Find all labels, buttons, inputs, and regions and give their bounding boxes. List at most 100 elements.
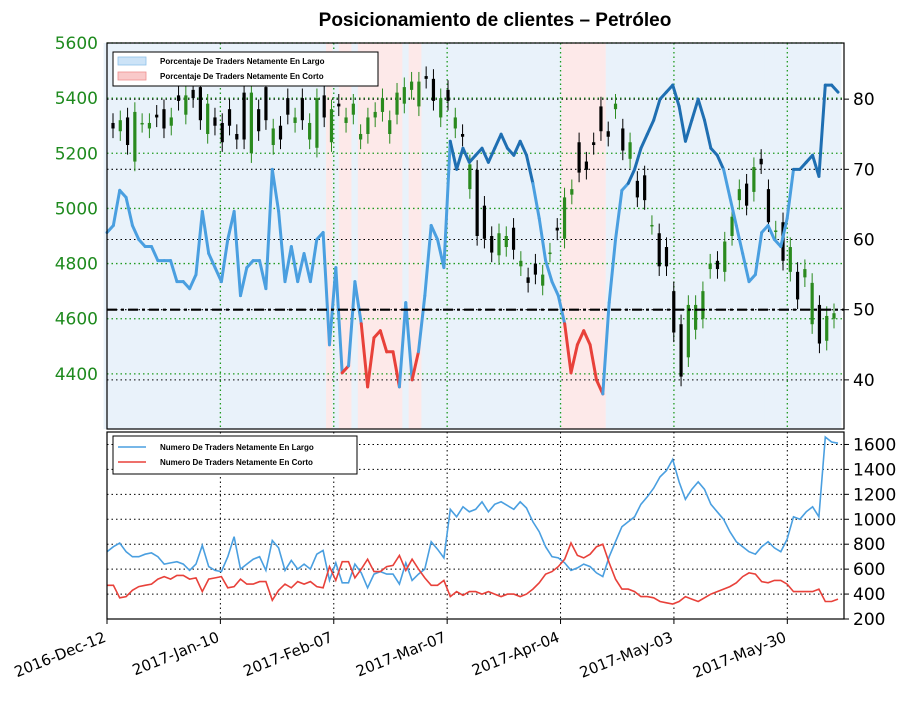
candle-body <box>402 87 406 104</box>
candle-body <box>395 92 399 115</box>
sentiment-bg-bar <box>516 43 524 429</box>
sentiment-bg-bar <box>713 43 721 429</box>
percent-long-segment <box>658 90 668 101</box>
sentiment-bg-bar <box>764 43 772 429</box>
percent-long-segment <box>696 97 707 122</box>
sentiment-bg-bar <box>357 43 365 429</box>
percent-long-segment <box>397 301 408 389</box>
percent-long-segment <box>264 167 274 291</box>
candle-body <box>453 117 457 129</box>
candle-body <box>526 277 530 283</box>
candle-body <box>344 117 348 123</box>
candle-body <box>599 106 603 132</box>
chart-title: Posicionamiento de clientes – Petróleo <box>319 10 672 31</box>
sentiment-bg-bar <box>802 43 810 429</box>
price-tick-label: 5200 <box>55 144 98 164</box>
sentiment-bg-bar <box>790 43 797 429</box>
sentiment-bg-bar <box>567 43 575 429</box>
sentiment-bg-bar <box>796 43 804 429</box>
top-legend-box <box>112 51 379 87</box>
sentiment-bg-bar <box>421 43 429 429</box>
percent-long-segment <box>728 195 738 227</box>
sentiment-bg-bar <box>160 43 168 429</box>
percent-long-segment <box>607 238 618 305</box>
percent-long-segment <box>245 259 255 270</box>
bottom-panel-frame <box>106 431 845 620</box>
percent-long-segment <box>779 216 789 249</box>
percent-long-segment <box>741 252 751 284</box>
candle-body <box>657 233 661 267</box>
sentiment-bg-bar <box>186 43 194 429</box>
sentiment-bg-bar <box>605 43 613 429</box>
sentiment-bg-bar <box>548 43 556 429</box>
sentiment-bg-bar <box>281 43 289 429</box>
sentiment-bg-bar <box>662 43 670 429</box>
percent-long-segment <box>302 252 312 284</box>
candle-body <box>155 114 159 118</box>
count-tick-label: 800 <box>853 535 885 555</box>
candle-body <box>774 230 778 232</box>
candle-body <box>169 117 173 126</box>
candle-body <box>541 274 545 286</box>
sentiment-bg-bar <box>395 43 403 429</box>
candle-body <box>715 260 720 270</box>
legend-swatch-long <box>117 56 147 66</box>
sentiment-bg-bar <box>148 43 155 429</box>
sentiment-bg-bar <box>643 43 651 429</box>
percent-long-segment <box>620 181 630 192</box>
sentiment-bg-bar <box>739 43 747 429</box>
sentiment-bg-bar <box>497 43 505 429</box>
percent-long-segment <box>722 167 732 199</box>
date-tick-label: 2017-Feb-07 <box>241 628 336 680</box>
percent-long-segment <box>461 146 471 164</box>
sentiment-bg-bar <box>243 43 251 429</box>
count-tick-label: 600 <box>853 560 885 580</box>
candle-body <box>206 103 210 134</box>
candle-body <box>278 125 283 140</box>
sentiment-bg-bar <box>694 43 702 429</box>
sentiment-bg-bar <box>650 43 658 429</box>
sentiment-bg-bar <box>720 43 728 429</box>
percent-long-segment <box>455 146 465 171</box>
percent-long-segment <box>353 280 363 326</box>
sentiment-bg-bar <box>306 43 314 429</box>
candle-body <box>264 87 268 121</box>
sentiment-bg-bar <box>262 43 270 429</box>
sentiment-bg-bar <box>198 43 206 429</box>
sentiment-bg-bar <box>122 43 130 429</box>
sentiment-bg-bar <box>249 43 257 429</box>
percent-long-segment <box>817 83 827 178</box>
sentiment-bg-bar <box>154 43 162 429</box>
sentiment-bg-bar <box>465 43 473 429</box>
percent-long-segment <box>703 118 713 150</box>
percent-long-segment <box>340 364 351 375</box>
price-tick-label: 5400 <box>55 89 98 109</box>
percent-long-segment <box>671 83 681 108</box>
date-tick-label: 2017-May-30 <box>690 628 788 682</box>
percent-long-segment <box>690 97 700 122</box>
candle-body <box>592 142 596 146</box>
candle-body <box>752 167 756 192</box>
percent-long-segment <box>734 223 745 256</box>
candle-body <box>235 133 239 140</box>
percent-long-segment <box>715 153 726 171</box>
candle-body <box>380 98 385 112</box>
percent-long-segment <box>575 329 586 347</box>
candle-body <box>606 131 610 137</box>
sentiment-bg-bar <box>300 43 308 429</box>
bottom-panel: 200 400 600 800 1000 1200 1400 1600 Numero De T… <box>106 431 896 630</box>
percent-long-segment <box>429 223 440 242</box>
percent-long-segment <box>614 188 624 242</box>
sentiment-bg-bar <box>440 43 448 429</box>
candle-body <box>788 247 792 272</box>
sentiment-bg-bar <box>732 43 740 429</box>
percent-long-segment <box>308 238 319 284</box>
candle-body <box>460 133 465 137</box>
sentiment-bg-bar <box>383 43 391 429</box>
percent-long-segment <box>480 146 490 164</box>
percent-long-segment <box>359 322 370 389</box>
candle-body <box>147 122 152 129</box>
sentiment-bg-bar <box>268 43 276 429</box>
percent-long-segment <box>633 146 643 171</box>
